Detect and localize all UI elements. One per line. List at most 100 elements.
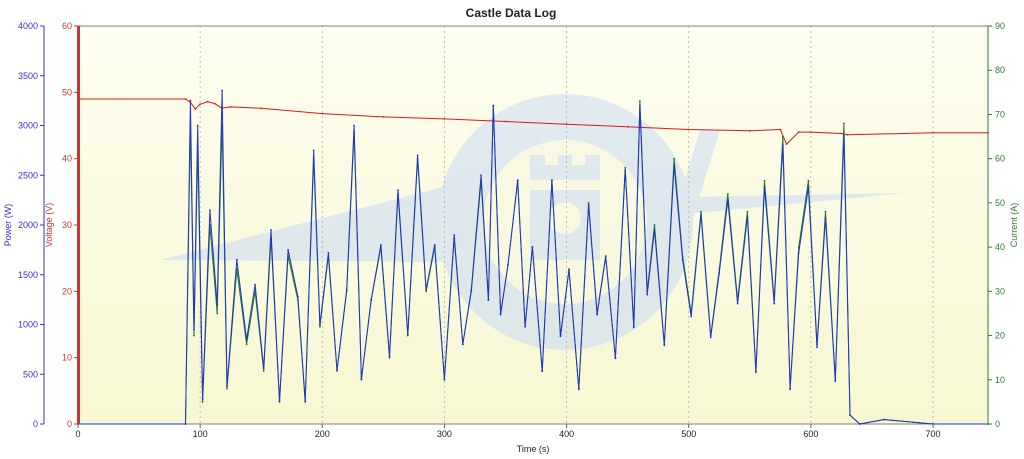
data-point [209, 209, 211, 212]
data-point [858, 423, 861, 425]
data-point [262, 367, 265, 370]
series-power [77, 89, 989, 425]
data-point [824, 217, 827, 219]
data-point [746, 210, 749, 213]
y-tick-label: 0 [33, 419, 38, 429]
x-axis: 0 100 200 300 400 500 600 700 [75, 424, 941, 439]
y-tick-label: 10 [62, 353, 72, 363]
data-point [748, 129, 751, 132]
data-point [184, 98, 187, 100]
data-point [763, 186, 766, 189]
data-point [382, 116, 385, 118]
data-point [319, 325, 321, 328]
data-point [229, 106, 232, 108]
x-tick-label: 500 [681, 429, 696, 439]
data-point [673, 157, 675, 160]
y-tick-label: 20 [62, 286, 72, 296]
data-point [531, 246, 534, 248]
data-point [604, 255, 607, 258]
y-tick-label: 2500 [18, 170, 38, 180]
data-point [260, 107, 263, 110]
data-point [321, 112, 324, 115]
y-tick-label: 90 [995, 21, 1005, 31]
data-point [726, 199, 729, 202]
y-tick-label: 70 [995, 109, 1005, 119]
data-point [516, 179, 519, 182]
data-point [687, 128, 690, 131]
data-point [824, 210, 827, 213]
data-point [184, 423, 187, 425]
y-tick-label: 30 [62, 220, 72, 230]
data-point [718, 271, 721, 274]
data-point [834, 380, 837, 383]
data-point [596, 313, 598, 316]
grid [199, 26, 934, 424]
data-point [843, 134, 845, 137]
y-axis-voltage: 0 10 20 30 40 50 60 Voltage (V) [44, 21, 80, 429]
y-tick-label: 40 [995, 242, 1005, 252]
data-point [235, 258, 238, 261]
watermark-logo [160, 94, 905, 350]
data-point [193, 328, 195, 331]
data-point [653, 229, 656, 231]
chart-title: Castle Data Log [466, 6, 557, 20]
data-point [194, 108, 197, 110]
data-point [416, 154, 419, 157]
data-point [816, 346, 818, 349]
y-tick-label: 0 [67, 419, 72, 429]
data-point [577, 388, 580, 391]
data-point [353, 124, 355, 127]
data-point [461, 343, 464, 346]
data-point [700, 210, 702, 213]
y-axis-current: 0 10 20 30 40 50 60 70 80 90 Current (A) [987, 21, 1019, 429]
y-axis-power: 0 500 1000 1500 2000 2500 3000 3500 4000 Power (W… [3, 21, 45, 429]
data-point [663, 344, 666, 347]
data-point [624, 166, 627, 169]
y-axis-line [77, 26, 80, 424]
data-point [700, 214, 702, 216]
data-point [480, 174, 482, 177]
y-axis-title-voltage: Voltage (V) [44, 203, 54, 248]
data-point [785, 143, 788, 146]
data-point [226, 387, 228, 390]
data-point [932, 131, 934, 134]
data-point [312, 149, 315, 152]
series-line-power [78, 90, 988, 425]
data-point [397, 189, 399, 192]
data-point [587, 204, 590, 207]
data-point [681, 258, 684, 261]
data-point [425, 290, 427, 293]
data-point [196, 124, 199, 127]
data-point [568, 268, 570, 271]
y-tick-label: 3000 [18, 121, 38, 131]
data-point [565, 123, 568, 126]
x-tick-label: 0 [75, 429, 80, 439]
y-tick-label: 10 [995, 375, 1005, 385]
data-point [624, 169, 627, 172]
data-point [287, 249, 289, 251]
data-point [433, 244, 436, 246]
data-point [797, 252, 800, 254]
data-point [206, 100, 209, 103]
x-tick-label: 600 [803, 429, 818, 439]
data-point [245, 338, 248, 341]
data-point [709, 336, 712, 339]
x-axis-title: Time (s) [517, 444, 550, 454]
data-point [846, 133, 849, 136]
series-layer [77, 89, 989, 425]
data-point [388, 356, 391, 359]
data-point [524, 325, 526, 328]
data-point [499, 313, 502, 316]
data-point [789, 388, 791, 391]
data-point [297, 295, 299, 298]
data-point [201, 398, 204, 400]
y-tick-label: 50 [62, 87, 72, 97]
data-point [646, 293, 649, 296]
data-point [443, 378, 446, 381]
data-point [216, 303, 219, 306]
data-point [443, 118, 446, 120]
data-point [199, 103, 202, 106]
data-point [726, 193, 729, 195]
y-tick-label: 80 [995, 65, 1005, 75]
